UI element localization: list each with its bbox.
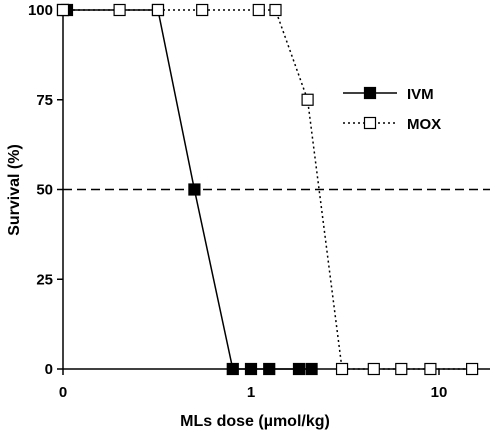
legend-marker-mox: [363, 116, 377, 130]
y-tick-label: 75: [36, 92, 53, 109]
data-point-mox: [113, 3, 126, 17]
x-tick-label: 10: [431, 384, 448, 401]
x-axis-title: MLs dose (µmol/kg): [180, 413, 330, 430]
data-point-ivm: [188, 183, 201, 196]
y-tick-label: 100: [28, 2, 53, 19]
x-tick-label: 1: [247, 384, 255, 401]
data-point-mox: [151, 3, 165, 17]
data-point-mox: [301, 93, 314, 106]
data-point-mox: [269, 3, 282, 17]
legend-label-ivm: IVM: [407, 86, 434, 103]
data-point-ivm: [244, 362, 258, 376]
data-point-ivm: [263, 362, 276, 376]
y-tick-label: 25: [36, 271, 53, 288]
y-ticks: 0 25 50 75 100: [28, 2, 63, 378]
data-point-mox: [335, 362, 349, 376]
legend-marker-ivm: [363, 86, 377, 100]
data-point-mox: [252, 3, 265, 17]
series-line-mox: [63, 9, 473, 370]
data-point-mox: [196, 3, 209, 17]
data-point-mox: [56, 3, 70, 17]
data-point-ivm: [226, 362, 239, 376]
data-point-ivm: [292, 362, 306, 376]
x-ticks: 0 1 10: [59, 369, 448, 401]
y-axis-title: Survival (%): [6, 144, 23, 236]
legend: IVM MOX: [343, 86, 441, 133]
x-tick-label: 0: [59, 384, 67, 401]
y-tick-label: 0: [45, 361, 53, 378]
legend-label-mox: MOX: [407, 116, 441, 133]
data-point-ivm: [305, 362, 318, 376]
y-tick-label: 50: [36, 182, 53, 199]
data-point-mox: [466, 362, 479, 376]
data-point-mox: [395, 362, 408, 376]
data-point-mox: [424, 362, 437, 376]
series-layer: [56, 3, 479, 376]
data-point-mox: [367, 362, 380, 376]
